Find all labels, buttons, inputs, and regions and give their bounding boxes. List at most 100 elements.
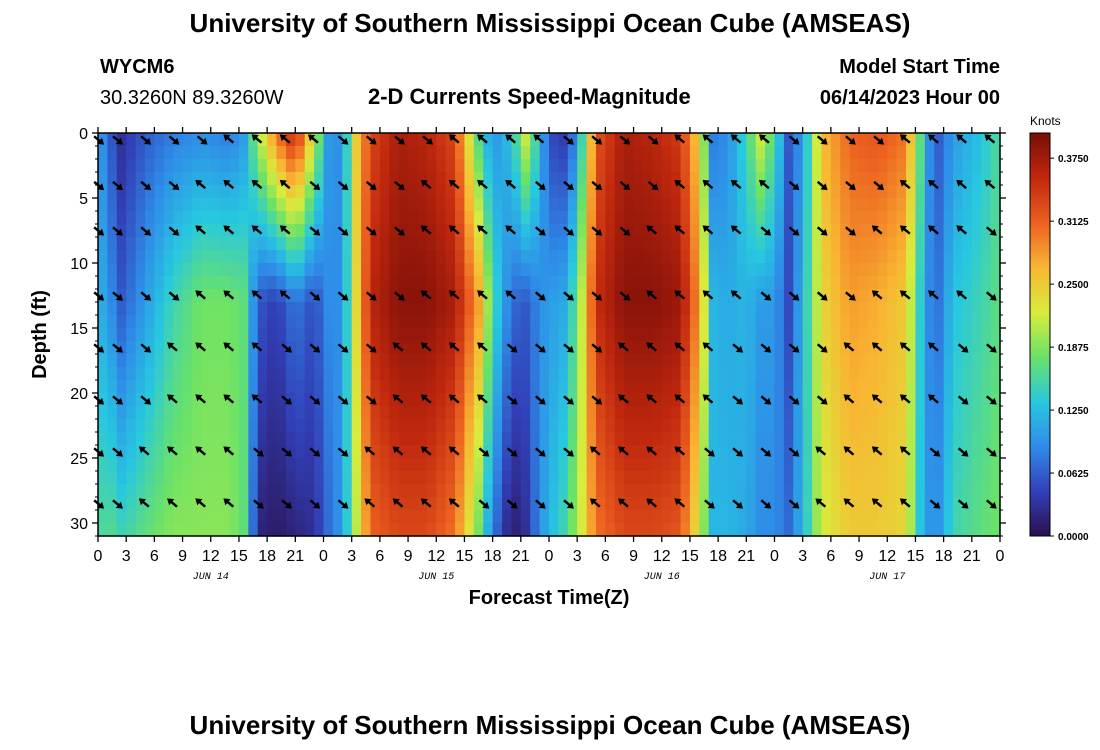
heatmap-cell	[182, 419, 193, 433]
heatmap-cell	[727, 185, 738, 199]
heatmap-cell	[793, 328, 804, 342]
heatmap-cell	[361, 484, 372, 498]
heatmap-cell	[821, 393, 832, 407]
heatmap-cell	[379, 419, 390, 433]
heatmap-cell	[163, 263, 174, 277]
heatmap-cell	[107, 315, 118, 329]
heatmap-cell	[163, 211, 174, 225]
heatmap-cell	[144, 159, 155, 173]
heatmap-cell	[746, 237, 757, 251]
heatmap-cell	[868, 354, 879, 368]
heatmap-cell	[680, 289, 691, 303]
heatmap-cell	[248, 211, 259, 225]
heatmap-cell	[295, 471, 306, 485]
heatmap-cell	[812, 237, 823, 251]
current-arrow	[928, 290, 939, 300]
heatmap-cell	[567, 146, 578, 160]
heatmap-cell	[680, 380, 691, 394]
heatmap-cell	[379, 328, 390, 342]
heatmap-cell	[398, 354, 409, 368]
colorbar-unit: Knots	[1030, 114, 1061, 128]
heatmap-cell	[633, 484, 644, 498]
current-arrow	[448, 342, 460, 352]
heatmap-cell	[708, 302, 719, 316]
heatmap-cell	[285, 523, 296, 537]
heatmap-cell	[116, 185, 127, 199]
heatmap-cell	[962, 510, 973, 524]
heatmap-cell	[746, 263, 757, 277]
heatmap-cell	[849, 276, 860, 290]
heatmap-cell	[915, 341, 926, 355]
heatmap-cell	[342, 133, 353, 147]
heatmap-cell	[107, 510, 118, 524]
heatmap-cell	[830, 367, 841, 381]
heatmap-cell	[718, 237, 729, 251]
heatmap-cell	[126, 432, 137, 446]
current-arrow	[674, 342, 686, 352]
heatmap-cell	[511, 172, 522, 186]
heatmap-cell	[990, 263, 1001, 277]
heatmap-cell	[840, 198, 851, 212]
x-tick-label: 3	[798, 548, 807, 565]
heatmap-cell	[116, 172, 127, 186]
heatmap-cell	[464, 354, 475, 368]
heatmap-cell	[624, 263, 635, 277]
heatmap-cell	[370, 419, 381, 433]
heatmap-cell	[821, 224, 832, 238]
heatmap-cell	[98, 393, 108, 407]
heatmap-cell	[483, 380, 494, 394]
heatmap-cell	[962, 185, 973, 199]
current-arrow	[871, 498, 883, 508]
heatmap-cell	[116, 523, 127, 537]
heatmap-cell	[953, 523, 964, 537]
heatmap-cell	[314, 250, 325, 264]
heatmap-cell	[351, 211, 362, 225]
heatmap-cell	[342, 185, 353, 199]
heatmap-cell	[445, 380, 456, 394]
heatmap-cell	[220, 419, 231, 433]
heatmap-cell	[718, 250, 729, 264]
heatmap-cell	[727, 432, 738, 446]
current-arrow	[957, 395, 969, 405]
heatmap-cell	[238, 419, 249, 433]
heatmap-cell	[361, 354, 372, 368]
current-arrow	[646, 225, 658, 235]
heatmap-cell	[971, 380, 982, 394]
heatmap-cell	[652, 497, 663, 511]
heatmap-cell	[520, 289, 531, 303]
heatmap-cell	[774, 523, 785, 537]
heatmap-cell	[191, 172, 202, 186]
heatmap-cell	[689, 276, 700, 290]
heatmap-cell	[285, 237, 296, 251]
heatmap-cell	[116, 328, 127, 342]
heatmap-cell	[755, 341, 766, 355]
heatmap-cell	[154, 380, 165, 394]
heatmap-cell	[943, 328, 954, 342]
heatmap-cell	[173, 419, 184, 433]
heatmap-cell	[492, 406, 503, 420]
heatmap-cell	[530, 458, 541, 472]
heatmap-cell	[135, 432, 146, 446]
heatmap-cell	[267, 341, 278, 355]
heatmap-cell	[652, 367, 663, 381]
heatmap-cell	[595, 510, 606, 524]
heatmap-cell	[107, 354, 118, 368]
heatmap-cell	[323, 406, 334, 420]
heatmap-cell	[765, 497, 776, 511]
heatmap-cell	[990, 146, 1001, 160]
heatmap-cell	[502, 341, 513, 355]
heatmap-cell	[924, 458, 935, 472]
heatmap-cell	[614, 406, 625, 420]
heatmap-cell	[511, 523, 522, 537]
heatmap-cell	[483, 341, 494, 355]
heatmap-cell	[210, 211, 221, 225]
current-arrow	[140, 395, 152, 405]
heatmap-cell	[915, 237, 926, 251]
heatmap-cell	[558, 185, 569, 199]
heatmap-cell	[849, 432, 860, 446]
heatmap-cell	[595, 341, 606, 355]
heatmap-cell	[849, 172, 860, 186]
current-arrow	[873, 135, 885, 145]
heatmap-cell	[135, 315, 146, 329]
heatmap-cell	[417, 419, 428, 433]
